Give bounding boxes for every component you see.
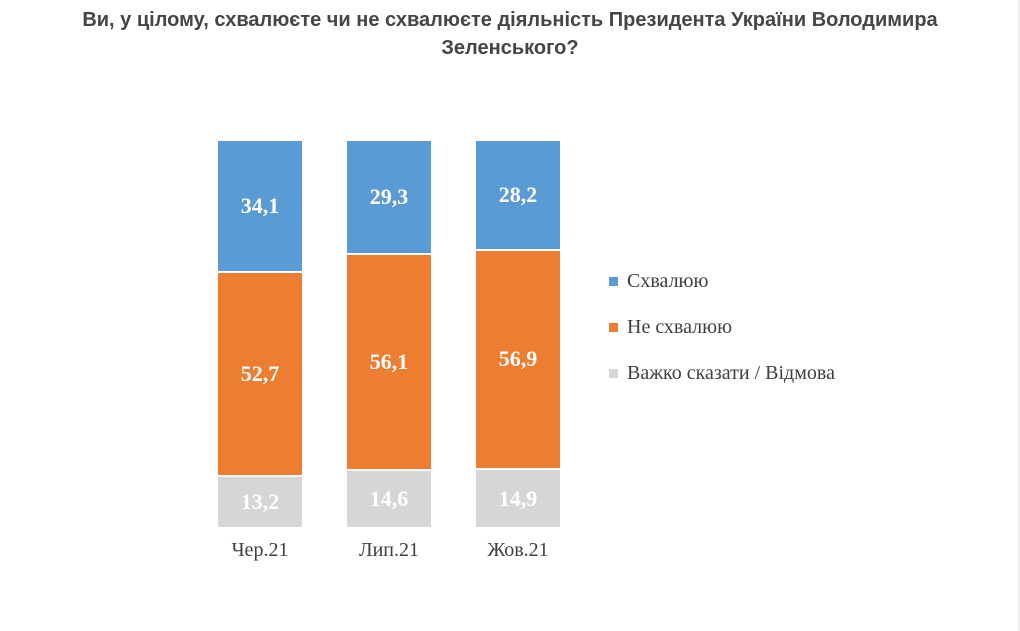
right-edge-divider (1018, 0, 1020, 631)
value-label: 14,6 (369, 486, 409, 512)
bar-3: 28,2 56,9 14,9 (476, 141, 560, 527)
value-label: 28,2 (498, 181, 538, 207)
bar-2-segment-approve: 29,3 (347, 141, 431, 253)
legend-swatch-approve (609, 276, 618, 286)
x-axis-label: Жов.21 (487, 539, 549, 561)
x-axis-label: Чер.21 (231, 539, 289, 561)
legend-item-disapprove: Не схвалюю (609, 315, 835, 339)
bar-1-segment-disapprove: 52,7 (218, 273, 302, 475)
value-label: 56,1 (369, 349, 409, 375)
chart-legend: Схвалюю Не схвалюю Важко сказати / Відмова (609, 269, 835, 407)
bar-1-segment-hard-to-say-refuse: 13,2 (218, 476, 302, 527)
legend-label: Схвалюю (627, 269, 709, 292)
value-label: 13,2 (240, 488, 280, 514)
bar-2: 29,3 56,1 14,6 (347, 141, 431, 527)
x-axis-label: Лип.21 (359, 539, 419, 561)
bar-2-segment-hard-to-say-refuse: 14,6 (347, 471, 431, 527)
value-label: 34,1 (240, 193, 280, 219)
bar-3-segment-approve: 28,2 (476, 141, 560, 249)
value-label: 56,9 (498, 346, 538, 372)
bar-3-segment-disapprove: 56,9 (476, 250, 560, 469)
legend-item-approve: Схвалюю (609, 269, 835, 293)
legend-item-hard-to-say-refuse: Важко сказати / Відмова (609, 361, 835, 385)
value-label: 14,9 (498, 485, 538, 511)
legend-swatch-disapprove (609, 322, 618, 332)
legend-label: Не схвалюю (627, 315, 733, 338)
bar-3-segment-hard-to-say-refuse: 14,9 (476, 470, 560, 527)
value-label: 29,3 (369, 183, 409, 209)
bar-1-segment-approve: 34,1 (218, 141, 302, 272)
legend-swatch-hard-to-say-refuse (609, 368, 618, 378)
legend-label: Важко сказати / Відмова (627, 361, 835, 384)
bar-2-segment-disapprove: 56,1 (347, 254, 431, 470)
chart-title: Ви, у цілому, схвалюєте чи не схвалюєте … (82, 9, 938, 59)
bar-1: 34,1 52,7 13,2 (218, 141, 302, 527)
value-label: 52,7 (240, 360, 280, 386)
